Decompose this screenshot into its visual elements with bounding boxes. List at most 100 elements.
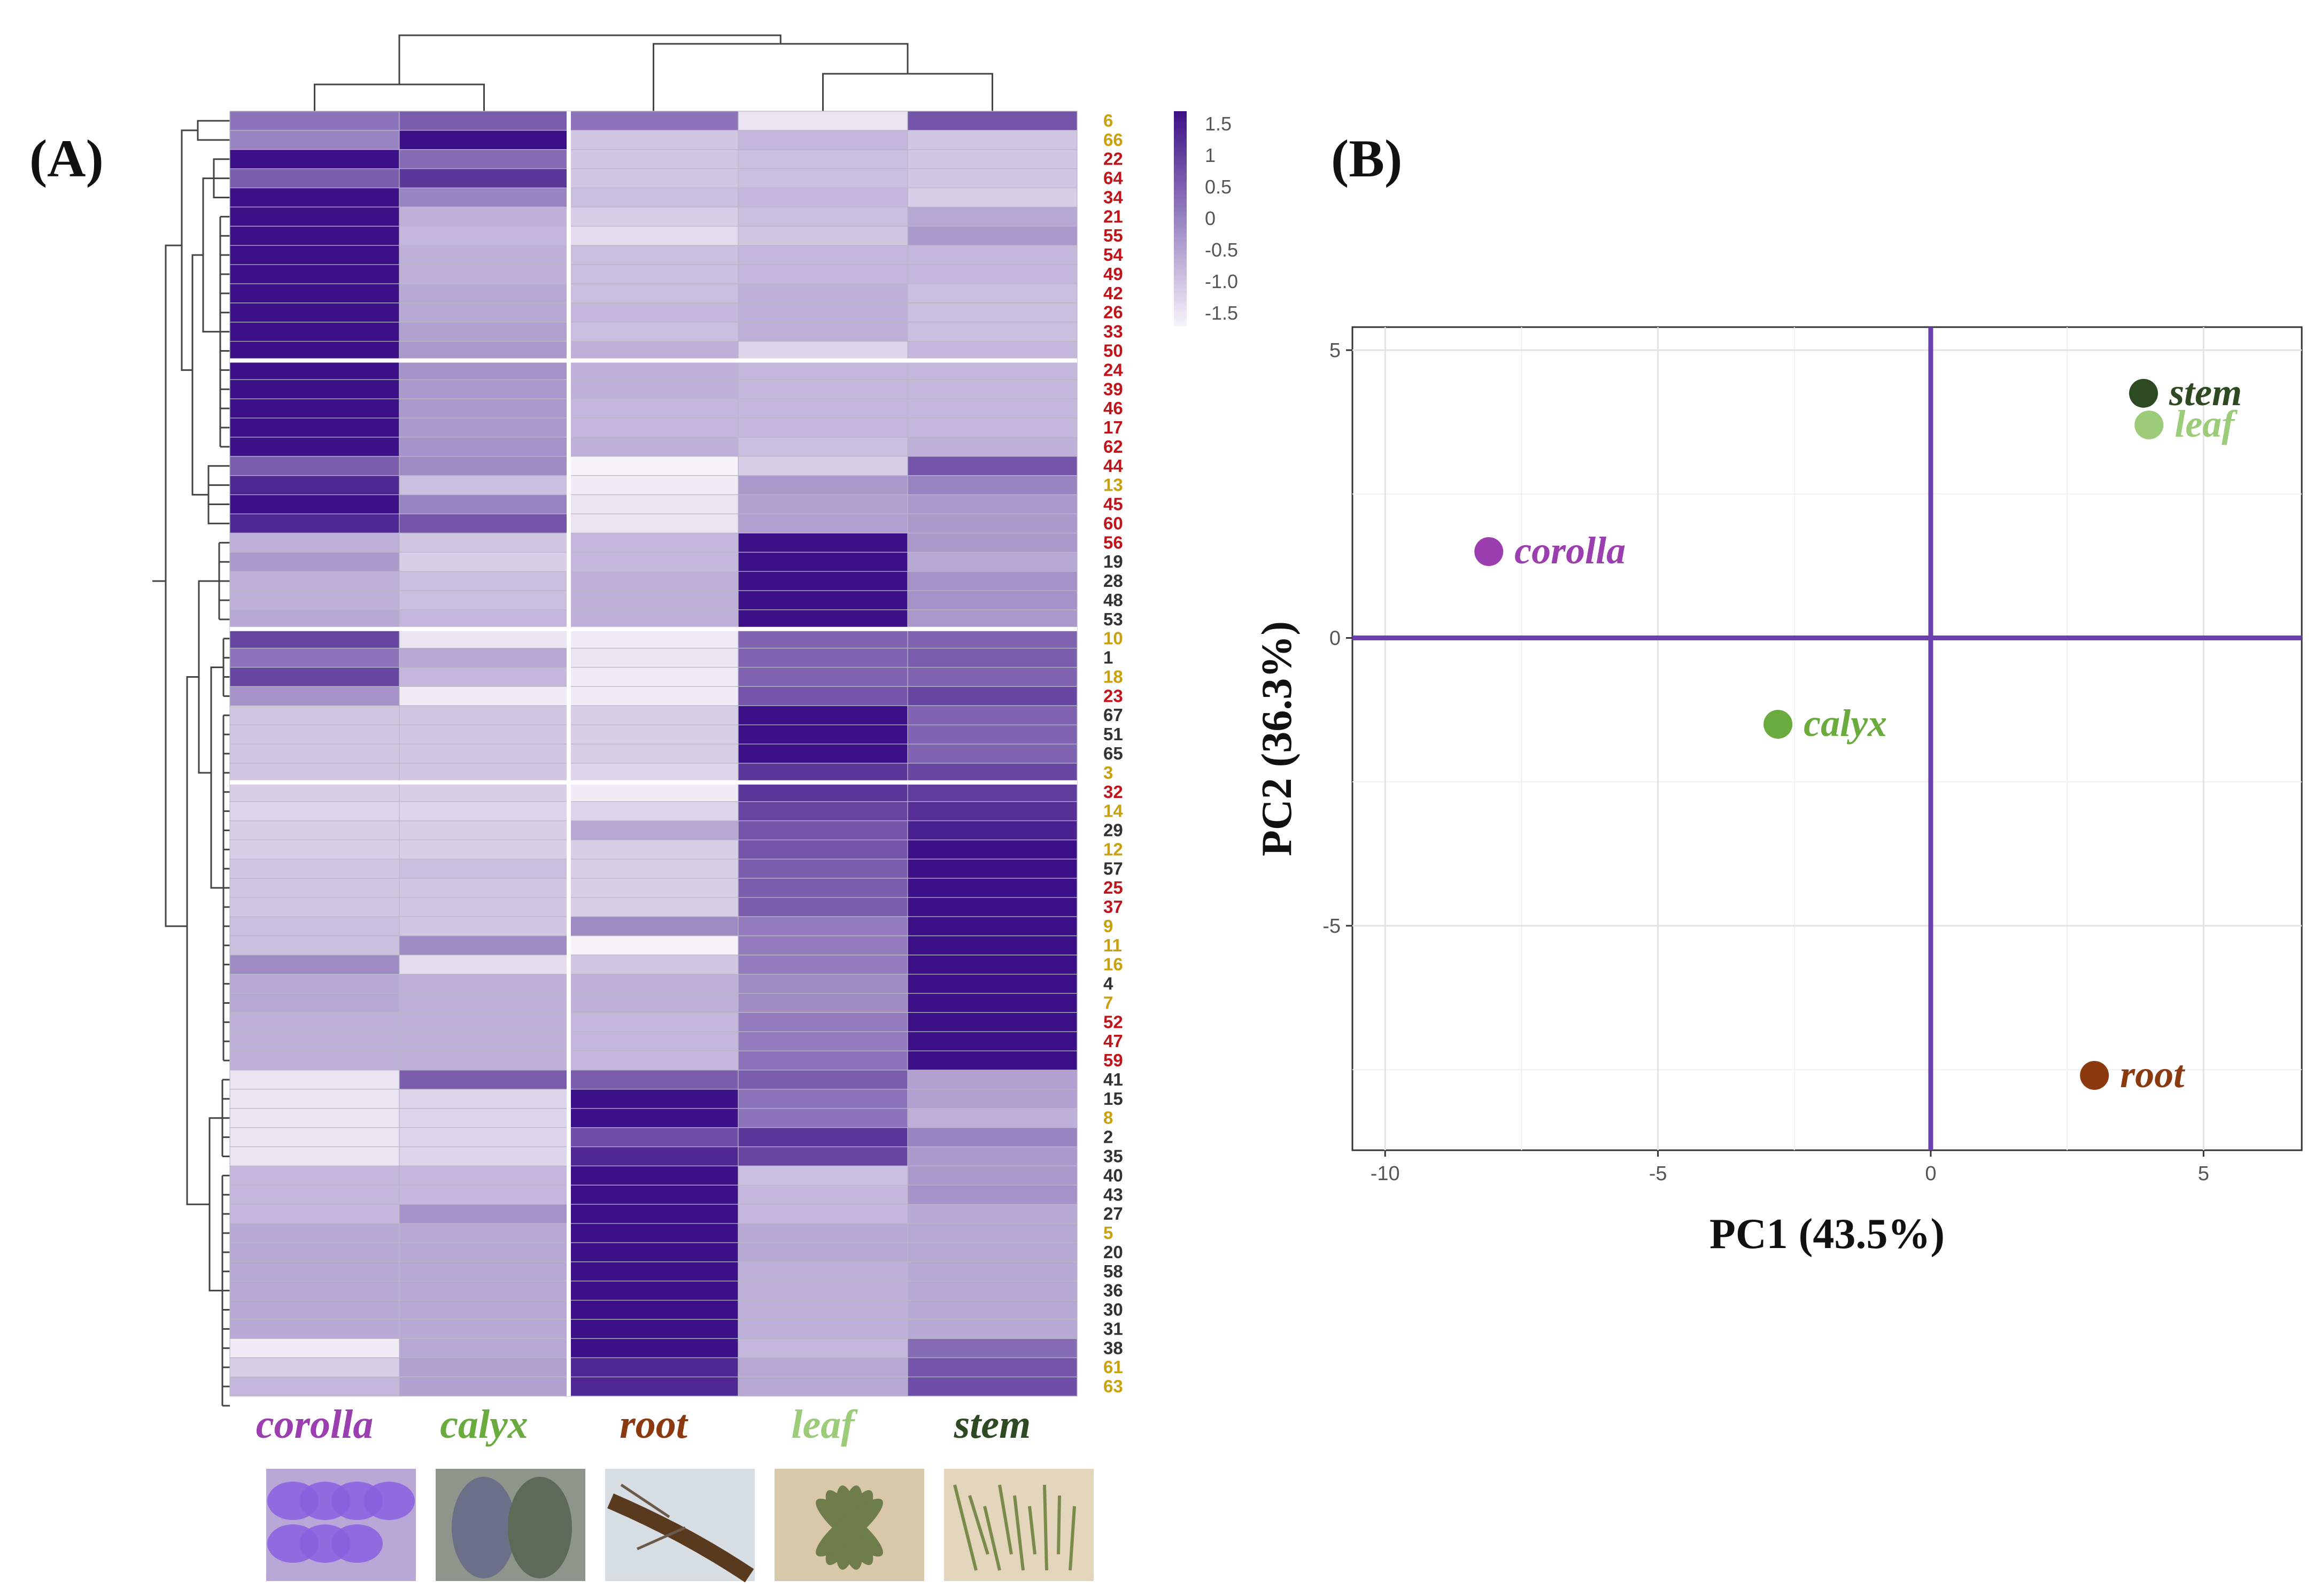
heatmap-cell xyxy=(907,1127,1078,1148)
heatmap-cell xyxy=(399,475,569,495)
heatmap-cell xyxy=(738,686,908,706)
heatmap-cell xyxy=(907,513,1078,533)
heatmap-cell xyxy=(907,206,1078,227)
heatmap-cell xyxy=(399,648,569,668)
reference-lines xyxy=(1352,327,2302,1150)
heatmap-cell xyxy=(568,801,739,822)
heatmap-panel: (A) 666226434215554494226335024394617624… xyxy=(29,34,1238,1583)
heatmap-cell xyxy=(399,820,569,841)
heatmap-cell xyxy=(399,206,569,227)
heatmap-cell xyxy=(738,303,908,323)
heatmap-cell xyxy=(738,993,908,1013)
heatmap-cell xyxy=(907,417,1078,438)
heatmap-cell xyxy=(399,839,569,859)
heatmap-cell xyxy=(907,667,1078,687)
heatmap-cell xyxy=(399,437,569,457)
row-label: 61 xyxy=(1103,1357,1123,1377)
heatmap-cell xyxy=(229,1050,400,1071)
row-label: 60 xyxy=(1103,513,1123,533)
heatmap-cell xyxy=(738,1338,908,1358)
heatmap-cell xyxy=(907,1299,1078,1320)
heatmap-cell xyxy=(568,1281,739,1301)
row-label: 22 xyxy=(1103,149,1123,169)
heatmap-cell xyxy=(907,1338,1078,1358)
heatmap-cell xyxy=(399,322,569,342)
heatmap-cell xyxy=(229,226,400,246)
row-label: 5 xyxy=(1103,1223,1113,1243)
heatmap-cell xyxy=(907,437,1078,457)
dendro-branches xyxy=(152,120,230,1407)
column-labels: corolla calyx root leaf stem xyxy=(256,1402,1031,1447)
heatmap-cell xyxy=(738,226,908,246)
row-label: 48 xyxy=(1103,590,1123,610)
heatmap-cell xyxy=(229,1261,400,1282)
point-label-corolla: corolla xyxy=(1514,529,1626,572)
row-label: 41 xyxy=(1103,1070,1123,1089)
heatmap-cell xyxy=(907,456,1078,476)
heatmap-cell xyxy=(907,264,1078,284)
row-label: 56 xyxy=(1103,532,1123,552)
heatmap-cell xyxy=(907,1108,1078,1128)
heatmap-cell xyxy=(738,1242,908,1262)
heatmap-cell xyxy=(907,974,1078,994)
heatmap-cell xyxy=(568,475,739,495)
heatmap-cell xyxy=(568,1146,739,1167)
heatmap-cell xyxy=(399,1357,569,1377)
heatmap-cell xyxy=(738,513,908,533)
point-label-stem: stem xyxy=(2169,371,2242,414)
heatmap-cell xyxy=(738,1146,908,1167)
heatmap-cell xyxy=(568,1184,739,1205)
heatmap-cell xyxy=(568,111,739,131)
heatmap-gaps xyxy=(230,111,1077,1396)
heatmap-cell xyxy=(738,705,908,725)
heatmap-cell xyxy=(568,437,739,457)
row-label: 23 xyxy=(1103,686,1123,706)
heatmap-cell xyxy=(399,1108,569,1128)
plot-area xyxy=(1351,326,2303,1151)
heatmap-cell xyxy=(229,340,400,361)
heatmap-cell xyxy=(399,1299,569,1320)
heatmap-cell xyxy=(907,571,1078,591)
heatmap-cell xyxy=(229,686,400,706)
heatmap-cell xyxy=(399,111,569,131)
y-tick-label: -5 xyxy=(1322,915,1341,938)
heatmap-cell xyxy=(568,1127,739,1148)
heatmap-cell xyxy=(738,935,908,956)
heatmap-cell xyxy=(907,226,1078,246)
heatmap-cell xyxy=(229,360,400,380)
heatmap-cell xyxy=(907,916,1078,936)
heatmap-cell xyxy=(399,1146,569,1167)
heatmap-cell xyxy=(738,571,908,591)
heatmap-cell xyxy=(738,820,908,841)
row-label: 8 xyxy=(1103,1108,1113,1128)
row-label: 42 xyxy=(1103,283,1123,303)
heatmap-cell xyxy=(568,245,739,265)
row-label: 20 xyxy=(1103,1242,1123,1262)
heatmap-cell xyxy=(399,532,569,553)
heatmap-cell xyxy=(229,705,400,725)
colorbar-gradient xyxy=(1174,111,1187,326)
point-label-calyx: calyx xyxy=(1804,702,1887,745)
row-label: 16 xyxy=(1103,955,1123,974)
x-tick-label: -10 xyxy=(1371,1163,1400,1185)
photo-root xyxy=(605,1469,755,1583)
heatmap-cell xyxy=(229,763,400,783)
heatmap-cell xyxy=(568,552,739,572)
heatmap-cell xyxy=(399,1242,569,1262)
heatmap-cell xyxy=(738,955,908,975)
row-label: 62 xyxy=(1103,437,1123,456)
heatmap-cell xyxy=(399,1319,569,1339)
heatmap-cell xyxy=(738,283,908,304)
heatmap-cell xyxy=(907,878,1078,898)
heatmap-cell xyxy=(229,283,400,304)
heatmap-cell xyxy=(738,1184,908,1205)
heatmap-cell xyxy=(399,398,569,419)
heatmap-cell xyxy=(229,648,400,668)
heatmap-cell xyxy=(568,667,739,687)
row-label: 46 xyxy=(1103,398,1123,418)
heatmap-cell xyxy=(738,1050,908,1071)
heatmap-cell xyxy=(738,897,908,917)
row-label: 4 xyxy=(1103,974,1113,994)
